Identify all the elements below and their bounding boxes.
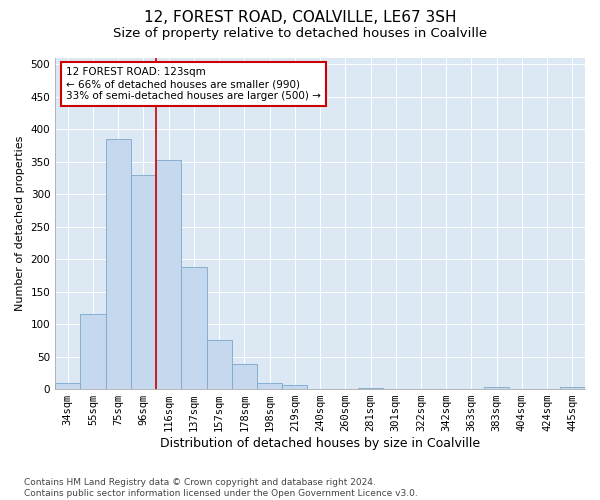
Bar [257,382,282,389]
Bar [484,387,509,389]
Bar [156,160,181,389]
Bar [181,267,206,389]
Y-axis label: Number of detached properties: Number of detached properties [15,136,25,311]
Bar [560,387,585,389]
X-axis label: Distribution of detached houses by size in Coalville: Distribution of detached houses by size … [160,437,480,450]
Bar [206,340,232,389]
Bar [131,174,156,389]
Text: 12, FOREST ROAD, COALVILLE, LE67 3SH: 12, FOREST ROAD, COALVILLE, LE67 3SH [144,10,456,25]
Bar [282,385,307,389]
Bar [232,364,257,389]
Bar [80,314,106,389]
Bar [358,388,383,389]
Text: Size of property relative to detached houses in Coalville: Size of property relative to detached ho… [113,28,487,40]
Text: 12 FOREST ROAD: 123sqm
← 66% of detached houses are smaller (990)
33% of semi-de: 12 FOREST ROAD: 123sqm ← 66% of detached… [66,68,320,100]
Bar [106,139,131,389]
Text: Contains HM Land Registry data © Crown copyright and database right 2024.
Contai: Contains HM Land Registry data © Crown c… [24,478,418,498]
Bar [55,382,80,389]
